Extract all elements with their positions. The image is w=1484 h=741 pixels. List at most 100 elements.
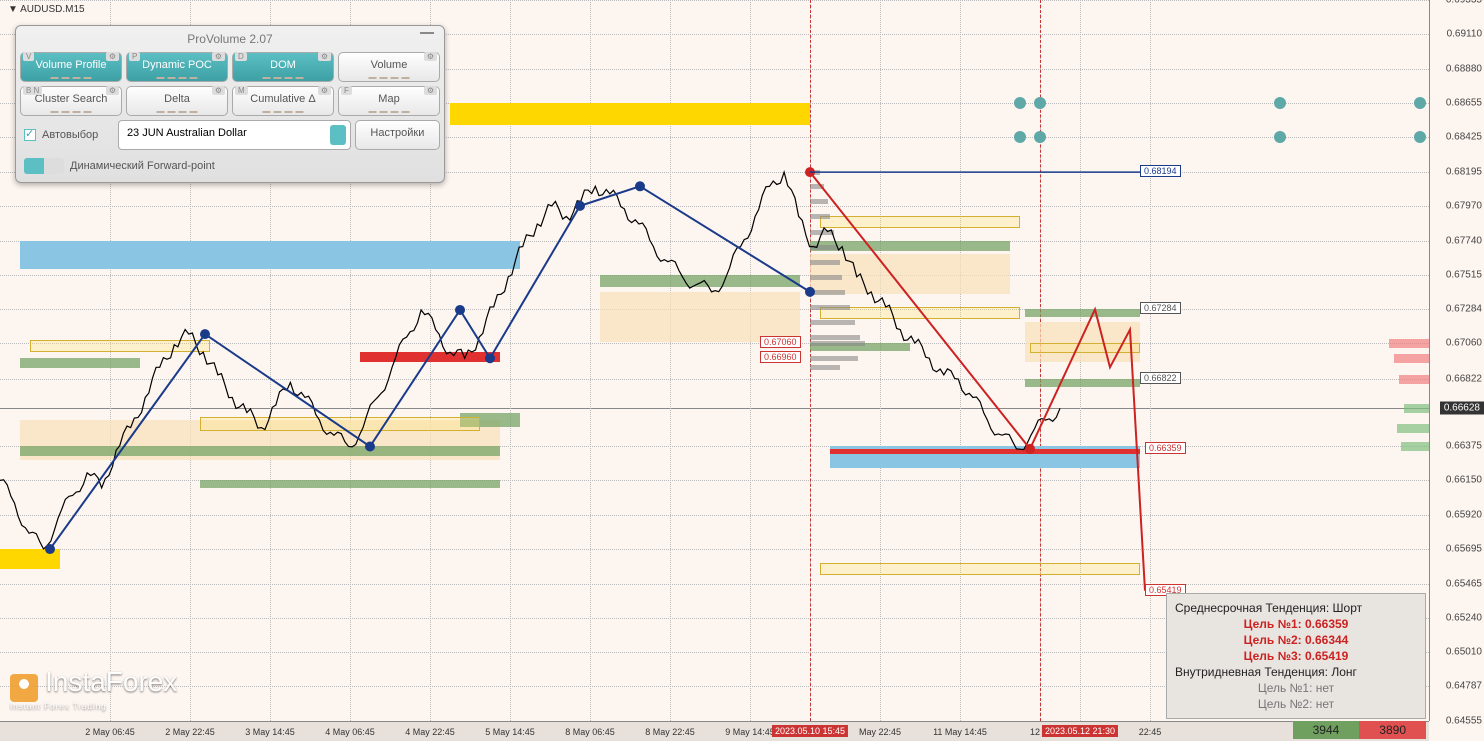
- price-label: 0.66822: [1140, 372, 1181, 384]
- zone: [820, 216, 1020, 228]
- current-price-tag: 0.66628: [1440, 402, 1484, 415]
- volume-profile-bar: [810, 335, 860, 340]
- volume-profile-right-bar: [1394, 354, 1429, 363]
- mid-trend-label: Среднесрочная Тенденция: Шорт: [1175, 600, 1417, 616]
- volume-profile-bar: [810, 305, 850, 310]
- x-tick: 2 May 06:45: [85, 727, 135, 737]
- x-tick: 2 May 22:45: [165, 727, 215, 737]
- gear-icon: ⚙: [212, 86, 225, 95]
- y-tick: 0.68195: [1446, 166, 1482, 177]
- forward-point-toggle[interactable]: [24, 158, 64, 174]
- y-tick: 0.66375: [1446, 441, 1482, 452]
- zone: [810, 241, 1010, 251]
- logo-icon: [10, 674, 38, 702]
- volume-profile-bar: [810, 341, 865, 346]
- x-tick: 8 May 06:45: [565, 727, 615, 737]
- zone: [200, 417, 480, 431]
- volume-profile-right-bar: [1399, 375, 1429, 384]
- volume-profile-bar: [810, 365, 840, 370]
- y-tick: 0.65695: [1446, 544, 1482, 555]
- teal-dot: [1014, 97, 1026, 109]
- gear-icon: ⚙: [212, 52, 225, 61]
- provolume-panel[interactable]: ProVolume 2.07 V⚙Volume ProfileP⚙Dynamic…: [15, 25, 445, 183]
- volume-profile-bar: [810, 170, 820, 175]
- y-tick: 0.65240: [1446, 612, 1482, 623]
- bottom-green: 3944: [1293, 721, 1360, 739]
- zone: [600, 275, 800, 287]
- minimize-icon[interactable]: [420, 32, 434, 34]
- y-tick: 0.64787: [1446, 681, 1482, 692]
- zone: [1025, 379, 1140, 387]
- y-axis: 0.693350.691100.688800.686550.684250.681…: [1429, 0, 1484, 721]
- zone: [600, 292, 800, 342]
- volume-profile-right-bar: [1389, 339, 1429, 348]
- zone: [20, 446, 500, 456]
- volume-profile-bar: [810, 275, 842, 280]
- volume-profile-bar: [810, 214, 830, 219]
- settings-button[interactable]: Настройки: [355, 120, 440, 150]
- y-tick: 0.69335: [1446, 0, 1482, 6]
- x-tick: 5 May 14:45: [485, 727, 535, 737]
- volume-profile-right-bar: [1397, 424, 1429, 433]
- zone: [20, 358, 140, 368]
- x-tick: May 22:45: [859, 727, 901, 737]
- y-tick: 0.68655: [1446, 97, 1482, 108]
- x-axis: 2 May 06:452 May 22:453 May 14:454 May 0…: [0, 721, 1429, 741]
- instaforex-logo: InstaForex Instant Forex Trading: [10, 666, 177, 711]
- gear-icon: ⚙: [318, 86, 331, 95]
- teal-dot: [1274, 131, 1286, 143]
- gear-icon: ⚙: [106, 86, 119, 95]
- panel-button-volume[interactable]: ⚙Volume: [338, 52, 440, 82]
- x-tick: 8 May 22:45: [645, 727, 695, 737]
- forward-point-label: Динамический Forward-point: [70, 160, 215, 172]
- panel-button-dom[interactable]: D⚙DOM: [232, 52, 334, 82]
- y-tick: 0.67284: [1446, 304, 1482, 315]
- x-tick: 22:45: [1139, 727, 1162, 737]
- panel-button-dynamic-poc[interactable]: P⚙Dynamic POC: [126, 52, 228, 82]
- teal-dot: [1034, 97, 1046, 109]
- zone: [820, 307, 1020, 319]
- panel-button-cluster-search[interactable]: B N⚙Cluster Search: [20, 86, 122, 116]
- bottom-red: 3890: [1359, 721, 1426, 739]
- zone: [0, 549, 60, 569]
- panel-button-map[interactable]: F⚙Map: [338, 86, 440, 116]
- volume-profile-bar: [810, 199, 828, 204]
- y-tick: 0.67515: [1446, 269, 1482, 280]
- zone: [200, 480, 500, 488]
- x-tick: 9 May 14:45: [725, 727, 775, 737]
- y-tick: 0.64555: [1446, 716, 1482, 727]
- x-tick: 3 May 14:45: [245, 727, 295, 737]
- target-line: Цель №3: 0.65419: [1175, 648, 1417, 664]
- price-label: 0.68194: [1140, 165, 1181, 177]
- volume-profile-bar: [810, 245, 838, 250]
- x-tick: 2023.05.10 15:45: [772, 725, 848, 737]
- teal-dot: [1014, 131, 1026, 143]
- price-label: 0.66359: [1145, 442, 1186, 454]
- chevron-updown-icon[interactable]: [330, 125, 346, 145]
- y-tick: 0.65920: [1446, 510, 1482, 521]
- symbol-label: ▼ AUDUSD.M15: [8, 4, 85, 15]
- bottom-volume-bar: 3944 3890: [1293, 721, 1426, 739]
- y-tick: 0.65465: [1446, 578, 1482, 589]
- y-tick: 0.66822: [1446, 374, 1482, 385]
- gear-icon: ⚙: [424, 52, 437, 61]
- zone: [830, 449, 1140, 454]
- gear-icon: ⚙: [318, 52, 331, 61]
- target-line: Цель №2: 0.66344: [1175, 632, 1417, 648]
- panel-button-volume-profile[interactable]: V⚙Volume Profile: [20, 52, 122, 82]
- trend-info-box: Среднесрочная Тенденция: Шорт Цель №1: 0…: [1166, 593, 1426, 719]
- zone: [450, 103, 810, 125]
- teal-dot: [1414, 97, 1426, 109]
- panel-button-cumulative-δ[interactable]: M⚙Cumulative Δ: [232, 86, 334, 116]
- x-tick: 4 May 22:45: [405, 727, 455, 737]
- panel-button-delta[interactable]: ⚙Delta: [126, 86, 228, 116]
- y-tick: 0.68425: [1446, 132, 1482, 143]
- y-tick: 0.66150: [1446, 475, 1482, 486]
- zone: [820, 563, 1140, 575]
- auto-checkbox[interactable]: [24, 129, 36, 141]
- volume-profile-bar: [810, 290, 845, 295]
- volume-profile-bar: [810, 260, 840, 265]
- instrument-select[interactable]: 23 JUN Australian Dollar: [118, 120, 351, 150]
- zone: [360, 352, 500, 362]
- intra-trend-label: Внутридневная Тенденция: Лонг: [1175, 664, 1417, 680]
